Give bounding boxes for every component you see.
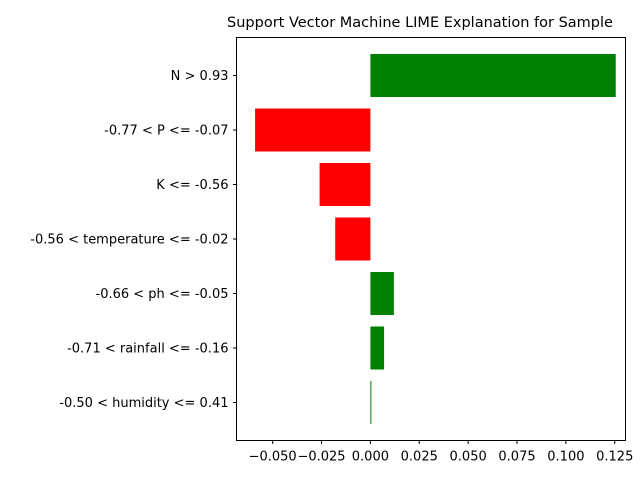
x-tick-label: 0.125 xyxy=(596,450,633,465)
bar-2 xyxy=(319,163,371,206)
x-tick-label: 0.000 xyxy=(352,450,389,465)
y-tick-label: N > 0.93 xyxy=(171,69,229,84)
bar-5 xyxy=(370,326,385,370)
y-tick-label: -0.56 < temperature <= -0.02 xyxy=(30,233,228,248)
x-tick-label: −0.025 xyxy=(297,450,345,465)
x-tick-label: −0.050 xyxy=(249,450,297,465)
bar-0 xyxy=(370,54,616,97)
y-tick-label: -0.66 < ph <= -0.05 xyxy=(96,287,229,302)
y-axis-ticks: N > 0.93 -0.77 < P <= -0.07 K <= -0.56 -0.5… xyxy=(30,69,237,411)
bar-4 xyxy=(370,272,394,315)
bar-3 xyxy=(335,217,371,261)
bar-1 xyxy=(255,108,371,152)
x-axis-ticks: −0.050 −0.025 0.000 0.025 0.050 0.075 0.100 0.1… xyxy=(249,440,633,465)
bar-6 xyxy=(370,381,372,424)
x-tick-label: 0.050 xyxy=(450,450,487,465)
y-tick-label: -0.77 < P <= -0.07 xyxy=(104,124,228,139)
y-tick-label: -0.71 < rainfall <= -0.16 xyxy=(67,342,228,357)
y-tick-label: -0.50 < humidity <= 0.41 xyxy=(59,396,228,411)
plot-frame xyxy=(236,37,626,441)
x-tick-label: 0.100 xyxy=(547,450,584,465)
bars-group xyxy=(255,54,616,424)
y-tick-label: K <= -0.56 xyxy=(156,178,228,193)
chart-title: Support Vector Machine LIME Explanation … xyxy=(227,15,613,31)
x-tick-label: 0.075 xyxy=(498,450,535,465)
x-tick-label: 0.025 xyxy=(401,450,438,465)
